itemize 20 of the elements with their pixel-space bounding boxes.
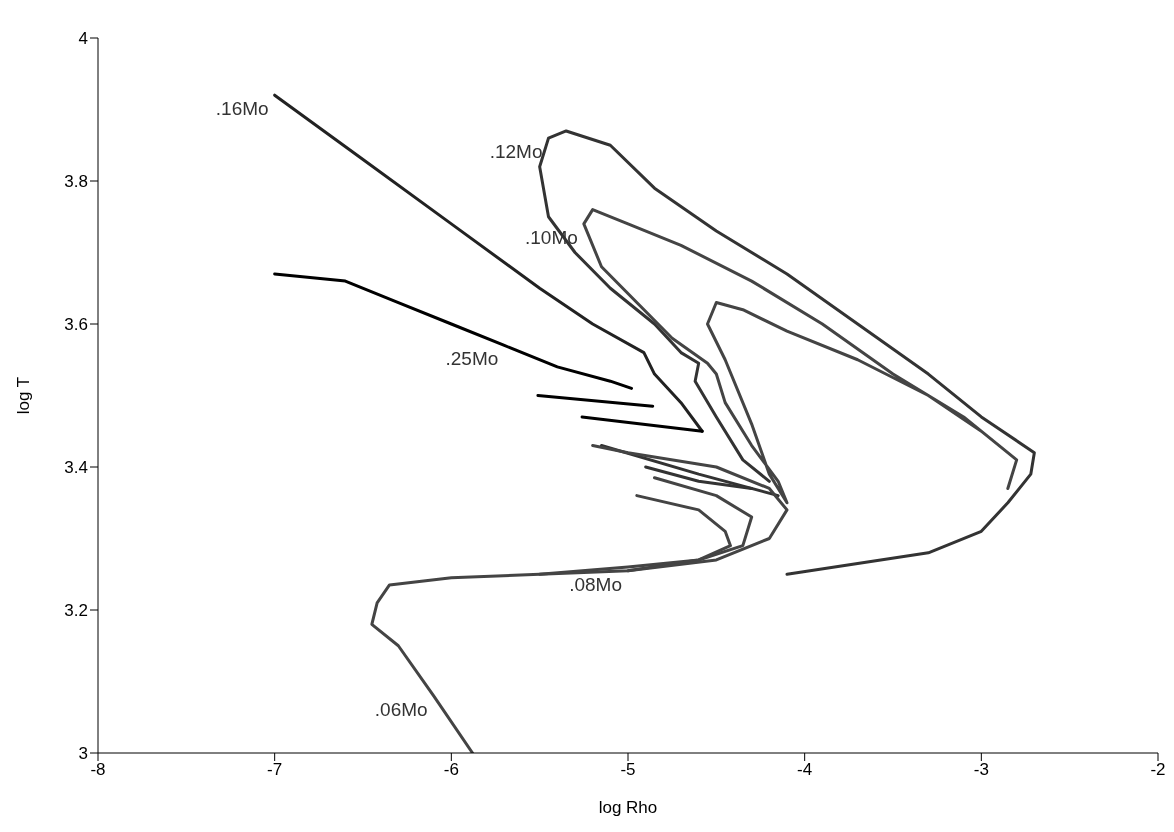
x-tick-label: -4 [797,760,813,780]
x-tick-label: -3 [973,760,989,780]
annotation: .25Mo [445,348,499,370]
y-axis-title: log T [14,376,34,415]
x-tick-label: -2 [1150,760,1166,780]
x-tick-label: -8 [90,760,106,780]
annotation: .16Mo [215,98,269,120]
y-tick-label: 3.6 [64,315,88,335]
annotation: .12Mo [489,141,543,163]
y-tick-label: 3.2 [64,601,88,621]
annotation: .06Mo [374,698,428,720]
x-tick-label: -5 [620,760,636,780]
y-tick-label: 3 [78,744,88,764]
y-tick-label: 3.8 [64,172,88,192]
y-tick-label: 3.4 [64,458,88,478]
x-tick-label: -6 [443,760,459,780]
y-tick-label: 4 [78,29,88,49]
annotation: .08Mo [569,573,622,595]
x-tick-label: -7 [267,760,283,780]
x-axis-title: log Rho [598,798,658,817]
